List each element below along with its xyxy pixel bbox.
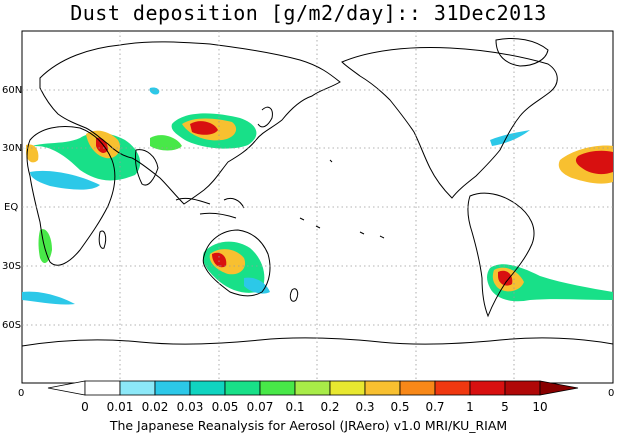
colorbar-box bbox=[504, 380, 541, 396]
coast-indonesia bbox=[175, 197, 245, 219]
colorbar-box bbox=[119, 380, 156, 396]
dust-core-gobi bbox=[190, 121, 218, 135]
lat-label-30n: 30N bbox=[2, 143, 22, 154]
colorbar-tick-label: 0.03 bbox=[177, 400, 204, 414]
colorbar-tick-label: 0.1 bbox=[285, 400, 304, 414]
colorbar-box bbox=[364, 380, 401, 396]
coast-new-zealand bbox=[289, 288, 299, 302]
colorbar-box bbox=[189, 380, 226, 396]
coast-australia bbox=[202, 229, 271, 297]
coast-pacific-islands bbox=[299, 159, 385, 239]
lat-label-60s: 60S bbox=[2, 320, 21, 331]
colorbar-tick-label: 0.2 bbox=[320, 400, 339, 414]
colorbar-tick-label: 0.3 bbox=[355, 400, 374, 414]
lon-label-right: 0 bbox=[608, 388, 614, 399]
colorbar-tick-label: 0.02 bbox=[142, 400, 169, 414]
coastlines bbox=[21, 37, 614, 347]
colorbar-tick-label: 0.07 bbox=[247, 400, 274, 414]
dust-plume-north-atlantic bbox=[490, 130, 530, 146]
colorbar-tick-label: 1 bbox=[466, 400, 474, 414]
colorbar-box bbox=[154, 380, 191, 396]
dust-core-patagonia bbox=[498, 270, 513, 286]
colorbar-box bbox=[259, 380, 296, 396]
colorbar-box bbox=[329, 380, 366, 396]
lon-label-left: 0 bbox=[18, 388, 24, 399]
colorbar-tick-label: 10 bbox=[532, 400, 547, 414]
coast-greenland bbox=[495, 37, 549, 67]
colorbar-box bbox=[84, 380, 121, 396]
lat-label-eq: EQ bbox=[4, 202, 18, 213]
coast-north-america bbox=[341, 47, 558, 199]
colorbar-tick-label: 0.01 bbox=[107, 400, 134, 414]
colorbar-box bbox=[399, 380, 436, 396]
dust-plume-south-atlantic bbox=[22, 291, 75, 305]
colorbar-tick-label: 5 bbox=[501, 400, 509, 414]
dust-plume-east-asia-speck bbox=[149, 87, 160, 95]
colorbar-tick-label: 0.5 bbox=[390, 400, 409, 414]
coast-japan bbox=[257, 106, 273, 128]
dust-plume-west-africa bbox=[26, 144, 39, 163]
dust-plume-south-africa bbox=[38, 229, 52, 264]
colorbar-box bbox=[224, 380, 261, 396]
map-title: Dust deposition [g/m2/day]:: 31Dec2013 bbox=[70, 1, 547, 25]
dust-core-australia bbox=[212, 252, 227, 268]
colorbar: 0 0.01 0.02 0.03 0.05 0.07 0.1 0.2 0.3 0.5 0.7 1 5 10 bbox=[47, 380, 579, 414]
lat-label-60n: 60N bbox=[2, 85, 22, 96]
coast-eurasia bbox=[39, 41, 341, 205]
colorbar-tick-label: 0.05 bbox=[212, 400, 239, 414]
coast-india bbox=[135, 149, 159, 186]
coast-africa bbox=[26, 126, 116, 266]
map-frame bbox=[21, 30, 614, 384]
dust-core-atlantic bbox=[575, 150, 613, 175]
colorbar-box bbox=[294, 380, 331, 396]
dust-plume-sahel bbox=[30, 170, 100, 190]
colorbar-tick-label: 0 bbox=[81, 400, 89, 414]
dust-plume-patagonia bbox=[487, 264, 613, 302]
coast-south-america bbox=[467, 192, 535, 318]
coast-madagascar bbox=[98, 230, 107, 249]
caption: The Japanese Reanalysis for Aerosol (JRA… bbox=[109, 418, 508, 433]
dust-plume-tibet bbox=[150, 135, 182, 151]
colorbar-box bbox=[469, 380, 506, 396]
lat-axis: 60N 30N EQ 30S 60S 0 0 bbox=[2, 85, 614, 399]
colorbar-box bbox=[434, 380, 471, 396]
colorbar-over-triangle bbox=[539, 380, 579, 396]
lat-label-30s: 30S bbox=[2, 261, 21, 272]
dust-plumes bbox=[22, 87, 613, 305]
coast-antarctica bbox=[21, 337, 614, 347]
colorbar-tick-label: 0.7 bbox=[425, 400, 444, 414]
graticule bbox=[22, 31, 613, 383]
